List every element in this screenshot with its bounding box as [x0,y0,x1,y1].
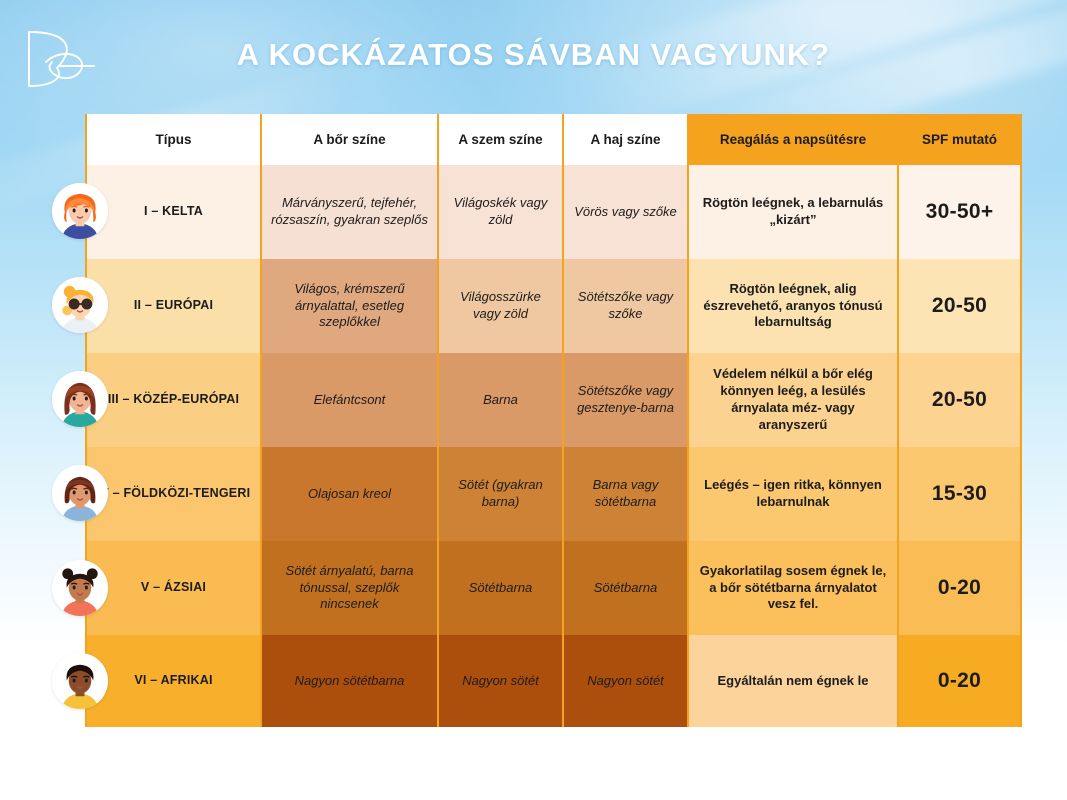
cell-type: IV – FÖLDKÖZI-TENGERI [85,447,262,541]
table-row: VI – AFRIKAI Nagyon sötétbarna Nagyon söté… [85,635,1022,727]
cell-sun-reaction: Rögtön leégnek, a lebarnulás „kizárt” [687,165,899,259]
table-row: V – ÁZSIAI Sötét árnyalatú, barna tónussa… [85,541,1022,635]
column-header-spf: SPF mutató [897,114,1022,165]
cell-type: I – KELTA [85,165,262,259]
cell-sun-reaction: Egyáltalán nem égnek le [687,635,899,727]
cell-sun-reaction: Rögtön leégnek, alig észrevehető, aranyo… [687,259,899,353]
cell-type: III – KÖZÉP-EURÓPAI [85,353,262,447]
cell-spf-value: 20-50 [897,259,1022,353]
cell-sun-reaction: Védelem nélkül a bőr elég könnyen leég, … [687,353,899,447]
table-row: III – KÖZÉP-EURÓPAI Elefántcsont Barna Söté… [85,353,1022,447]
avatar-mediterranean-olive [52,465,108,521]
column-header-hair-color: A haj színe [562,114,689,165]
cell-eye-color: Sötét (gyakran barna) [437,447,564,541]
cell-eye-color: Világosszürke vagy zöld [437,259,564,353]
cell-hair-color: Barna vagy sötétbarna [562,447,689,541]
cell-spf-value: 20-50 [897,353,1022,447]
cell-skin-color: Márványszerű, tejfehér, rózsaszín, gyakr… [260,165,439,259]
cell-type: VI – AFRIKAI [85,635,262,727]
de-monogram-logo [24,28,102,90]
cell-eye-color: Nagyon sötét [437,635,564,727]
cell-hair-color: Sötétszőke vagy gesztenye-barna [562,353,689,447]
cell-eye-color: Barna [437,353,564,447]
cell-skin-color: Sötét árnyalatú, barna tónussal, szeplők… [260,541,439,635]
cell-spf-value: 15-30 [897,447,1022,541]
column-header-sun-reaction: Reagálás a napsütésre [687,114,899,165]
column-header-type: Típus [85,114,262,165]
table-header-row: Típus A bőr színe A szem színe A haj szí… [85,114,1022,165]
cell-sun-reaction: Gyakorlatilag sosem égnek le, a bőr söté… [687,541,899,635]
cell-skin-color: Nagyon sötétbarna [260,635,439,727]
cell-type: II – EURÓPAI [85,259,262,353]
cell-type: V – ÁZSIAI [85,541,262,635]
cell-spf-value: 0-20 [897,541,1022,635]
avatar-african-dark [52,653,108,709]
avatar-european-blonde-sunglasses [52,277,108,333]
cell-sun-reaction: Leégés – igen ritka, könnyen lebarnulnak [687,447,899,541]
avatar-celtic-redhead [52,183,108,239]
cell-hair-color: Sötétszőke vagy szőke [562,259,689,353]
cell-hair-color: Sötétbarna [562,541,689,635]
cell-eye-color: Sötétbarna [437,541,564,635]
table-row: I – KELTA Márványszerű, tejfehér, rózsasz… [85,165,1022,259]
avatar-asian-buns [52,560,108,616]
avatar-central-european-brunette [52,371,108,427]
table-row: II – EURÓPAI Világos, krémszerű árnyalatt… [85,259,1022,353]
cell-hair-color: Nagyon sötét [562,635,689,727]
cell-skin-color: Elefántcsont [260,353,439,447]
cell-hair-color: Vörös vagy szőke [562,165,689,259]
column-header-eye-color: A szem színe [437,114,564,165]
page-title: A KOCKÁZATOS SÁVBAN VAGYUNK? [236,37,831,72]
cell-spf-value: 30-50+ [897,165,1022,259]
table-row: IV – FÖLDKÖZI-TENGERI Olajosan kreol Sötét… [85,447,1022,541]
cell-spf-value: 0-20 [897,635,1022,727]
skin-type-table: Típus A bőr színe A szem színe A haj szí… [85,114,1022,727]
cell-eye-color: Világoskék vagy zöld [437,165,564,259]
column-header-skin-color: A bőr színe [260,114,439,165]
cell-skin-color: Világos, krémszerű árnyalattal, esetleg … [260,259,439,353]
cell-skin-color: Olajosan kreol [260,447,439,541]
